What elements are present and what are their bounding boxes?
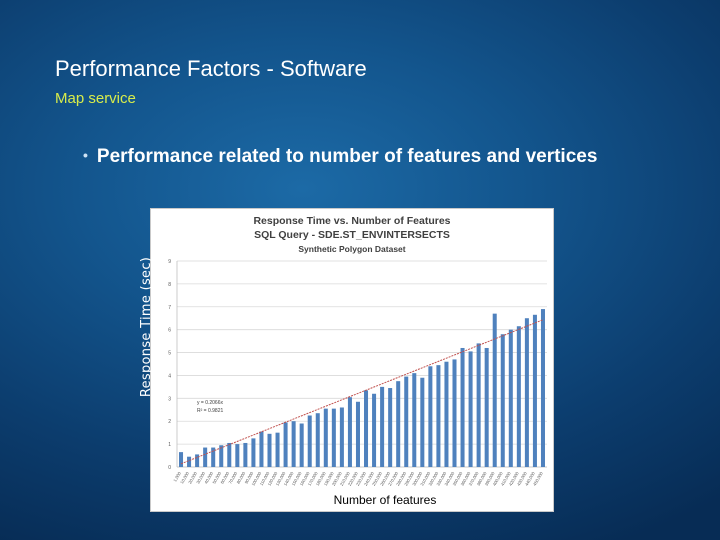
chart-trendline [180,319,544,465]
chart-bar [275,432,280,467]
chart-bar [524,318,529,467]
chart-bar [468,351,473,467]
chart-bar [219,445,224,467]
x-tick-label: 20,000 [187,470,198,484]
response-time-chart: Response Time vs. Number of Features SQL… [168,215,547,487]
chart-bars [179,309,545,467]
y-tick-label: 7 [168,305,171,311]
chart-bar [428,366,433,467]
chart-bar [484,347,489,467]
y-tick-label: 6 [168,328,171,334]
chart-bar [299,423,304,467]
x-tick-label: 30,000 [195,470,206,484]
chart-bar [444,361,449,467]
chart-bar [452,359,457,467]
chart-bar [203,447,208,467]
chart-bar [251,438,256,467]
y-tick-label: 0 [168,465,171,471]
x-axis-ticks: 1,00010,00020,00030,00040,00050,00060,00… [172,470,544,486]
x-tick-label: 1,000 [172,470,182,482]
y-tick-label: 4 [168,373,171,379]
chart-bar [396,381,401,467]
trendline-equation: y = 0.2066x [197,400,223,406]
trendline-r2: R² = 0.9821 [197,408,223,414]
bullet-dot-icon: • [83,147,88,163]
chart-bar [211,447,216,467]
chart-bar [235,444,240,467]
x-tick-label: 40,000 [203,470,214,484]
y-tick-label: 3 [168,396,171,402]
y-tick-label: 8 [168,282,171,288]
chart-bar [508,329,513,467]
chart-bar [323,408,328,467]
chart-subtitle-line-2: Synthetic Polygon Dataset [298,244,405,254]
trendline [180,319,544,465]
x-tick-label: 60,000 [219,470,230,484]
chart-bar [516,326,521,467]
chart-bar [187,456,192,467]
chart-subtitle-line-1: SQL Query - SDE.ST_ENVINTERSECTS [254,229,450,241]
chart-bar [339,407,344,467]
chart-bar [380,386,385,467]
chart-bar [436,365,441,467]
chart-bar [364,390,369,467]
x-tick-label: 50,000 [211,470,222,484]
page-subtitle: Map service [55,90,136,107]
chart-bar [307,415,312,467]
chart-gridlines [176,260,547,468]
chart-bar [267,433,272,467]
chart-bar [412,373,417,467]
y-tick-label: 9 [168,259,171,265]
chart-bar [540,309,545,467]
chart-bar [492,313,497,467]
chart-bar [420,377,425,467]
chart-bar [227,442,232,467]
y-tick-label: 2 [168,419,171,425]
chart-bar [404,376,409,467]
x-axis-label: Number of features [318,490,452,510]
chart-bar [291,421,296,467]
chart-bar [347,397,352,467]
chart-bar [388,388,393,467]
chart-bar [259,431,264,467]
chart-bar [179,452,184,467]
chart-bar [500,334,505,467]
chart-bar [460,347,465,467]
bullet-text: Performance related to number of feature… [96,146,598,167]
chart-bar [476,343,481,467]
x-tick-label: 10,000 [179,470,190,484]
chart-bar [315,413,320,467]
y-axis-ticks: 0 1 2 3 4 5 6 7 8 9 [168,259,171,471]
y-axis-label: Response Time (sec) [139,256,154,398]
chart-bar [283,422,288,467]
x-tick-label: 90,000 [244,470,255,484]
chart-title: Response Time vs. Number of Features [253,215,450,227]
chart-panel: Response Time vs. Number of Features SQL… [150,208,554,512]
y-tick-label: 5 [168,351,171,357]
y-tick-label: 1 [168,442,171,448]
page-title: Performance Factors - Software [55,56,367,81]
chart-bar [331,408,336,467]
chart-bar [372,393,377,467]
x-tick-label: 70,000 [227,470,238,484]
x-tick-label: 80,000 [235,470,246,484]
chart-bar [243,442,248,467]
bullet-item: • Performance related to number of featur… [83,146,597,168]
chart-bar [195,454,200,467]
chart-bar [532,314,537,467]
chart-bar [355,401,360,467]
